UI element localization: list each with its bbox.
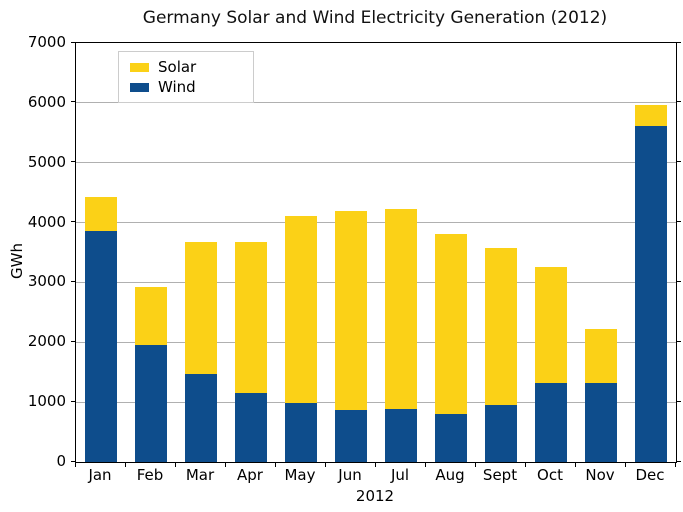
gridline: [76, 281, 676, 283]
legend-item-wind: Wind: [130, 77, 253, 97]
plot-area: Solar Wind: [75, 42, 677, 463]
bar-solar-sept: [485, 248, 517, 406]
bar-solar-nov: [585, 329, 617, 383]
bar-solar-jun: [335, 210, 367, 410]
y-tick-label: 4000: [27, 212, 66, 231]
legend-swatch-solar: [130, 62, 149, 72]
bar-wind-oct: [535, 383, 567, 462]
gridline: [76, 222, 676, 224]
y-tick-mark: [71, 221, 75, 223]
y-tick-mark: [677, 41, 681, 43]
bar-wind-nov: [585, 383, 617, 462]
y-tick-mark: [71, 41, 75, 43]
x-tick-mark: [324, 463, 326, 467]
x-tick-mark: [274, 463, 276, 467]
gridline: [76, 341, 676, 343]
legend-swatch-wind: [130, 82, 149, 92]
y-tick-mark: [71, 101, 75, 103]
x-tick-label-apr: Apr: [237, 466, 263, 484]
x-tick-label-feb: Feb: [136, 466, 164, 484]
bar-solar-feb: [135, 287, 167, 346]
x-tick-mark: [124, 463, 126, 467]
y-tick-mark: [71, 161, 75, 163]
x-tick-label-dec: Dec: [635, 466, 665, 484]
x-tick-mark: [624, 463, 626, 467]
x-tick-mark: [74, 463, 76, 467]
x-tick-label-oct: Oct: [537, 466, 563, 484]
x-tick-label-mar: Mar: [185, 466, 215, 484]
x-tick-mark: [224, 463, 226, 467]
y-tick-mark: [71, 400, 75, 402]
y-tick-mark: [677, 161, 681, 163]
gridline: [76, 401, 676, 403]
legend-label: Solar: [158, 58, 197, 76]
x-axis-title: 2012: [355, 487, 395, 505]
bar-wind-sept: [485, 405, 517, 462]
y-tick-mark: [677, 460, 681, 462]
y-tick-mark: [677, 101, 681, 103]
y-tick-label: 3000: [27, 272, 66, 291]
x-tick-label-sept: Sept: [482, 466, 518, 484]
bar-solar-oct: [535, 266, 567, 383]
y-tick-label: 5000: [27, 152, 66, 171]
x-tick-mark: [574, 463, 576, 467]
y-tick-mark: [71, 460, 75, 462]
y-tick-mark: [677, 221, 681, 223]
bar-wind-feb: [135, 345, 167, 462]
y-tick-mark: [677, 280, 681, 282]
chart-title: Germany Solar and Wind Electricity Gener…: [142, 8, 608, 28]
y-tick-label: 2000: [27, 332, 66, 351]
gridline: [76, 162, 676, 164]
bar-solar-apr: [235, 241, 267, 394]
x-tick-label-jun: Jun: [338, 466, 362, 484]
bar-solar-may: [285, 216, 317, 403]
bar-wind-jun: [335, 409, 367, 462]
y-tick-label: 1000: [27, 392, 66, 411]
bar-solar-jul: [385, 209, 417, 409]
bar-wind-may: [285, 402, 317, 462]
x-tick-mark: [674, 463, 676, 467]
bar-solar-aug: [435, 233, 467, 415]
x-tick-mark: [524, 463, 526, 467]
y-tick-mark: [71, 340, 75, 342]
legend-label: Wind: [158, 78, 196, 96]
y-tick-label: 6000: [27, 92, 66, 111]
x-tick-mark: [474, 463, 476, 467]
x-tick-label-nov: Nov: [585, 466, 615, 484]
bar-wind-jul: [385, 408, 417, 462]
gridline: [76, 102, 676, 104]
x-tick-mark: [174, 463, 176, 467]
legend-item-solar: Solar: [130, 57, 253, 77]
bar-wind-apr: [235, 393, 267, 462]
legend: Solar Wind: [118, 51, 254, 103]
bar-solar-jan: [85, 197, 117, 231]
bar-wind-mar: [185, 374, 217, 462]
x-tick-mark: [424, 463, 426, 467]
x-tick-label-aug: Aug: [435, 466, 465, 484]
bar-solar-dec: [635, 104, 667, 126]
bar-wind-aug: [435, 414, 467, 462]
y-tick-mark: [71, 280, 75, 282]
y-tick-label: 7000: [27, 33, 66, 51]
bar-wind-jan: [85, 230, 117, 462]
y-tick-mark: [677, 400, 681, 402]
x-tick-label-jan: Jan: [88, 466, 112, 484]
x-tick-mark: [374, 463, 376, 467]
x-tick-label-may: May: [284, 466, 316, 484]
x-tick-label-jul: Jul: [390, 466, 410, 484]
y-tick-label: 0: [56, 452, 66, 470]
y-tick-mark: [677, 340, 681, 342]
bar-wind-dec: [635, 125, 667, 462]
bar-solar-mar: [185, 242, 217, 375]
